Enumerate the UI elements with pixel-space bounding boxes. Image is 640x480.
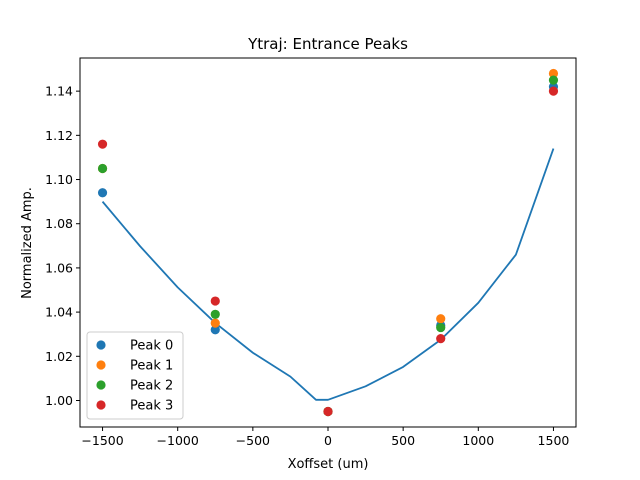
- y-tick-label: 1.08: [45, 216, 73, 231]
- axes: −1500 −1000 −500 0 500 1000 1500 1.00 1.02 1.04 1.…: [45, 57, 577, 448]
- x-tick-label: 1000: [462, 433, 494, 448]
- data-point-peak-3: [210, 296, 220, 306]
- legend: Peak 0 Peak 1 Peak 2 Peak 3: [86, 331, 184, 420]
- legend-label: Peak 2: [130, 379, 173, 394]
- legend-marker-peak-3: [96, 400, 106, 410]
- legend-box: [86, 331, 184, 420]
- y-tick-label: 1.06: [45, 260, 73, 275]
- y-tick-label: 1.14: [45, 84, 73, 99]
- y-axis-label: Normalized Amp.: [20, 187, 35, 299]
- legend-marker-peak-1: [96, 360, 106, 370]
- x-tick-label: 0: [324, 433, 332, 448]
- y-tick-label: 1.04: [45, 305, 73, 320]
- data-point-peak-2: [97, 163, 108, 174]
- data-point-peak-0: [97, 188, 108, 198]
- x-tick-label: −500: [236, 433, 270, 448]
- data-point-peak-1: [210, 318, 220, 328]
- legend-marker-peak-2: [96, 380, 106, 390]
- chart-title: Ytraj: Entrance Peaks: [247, 35, 408, 53]
- legend-label: Peak 0: [130, 339, 173, 354]
- legend-label: Peak 1: [130, 359, 173, 374]
- data-point-peak-2: [436, 322, 446, 333]
- x-tick-label: −1000: [157, 433, 199, 448]
- y-tick-label: 1.10: [45, 172, 73, 187]
- data-point-peak-2: [548, 75, 559, 85]
- data-point-peak-3: [97, 139, 108, 149]
- x-tick-label: 1500: [538, 433, 570, 448]
- y-tick-label: 1.00: [45, 393, 73, 408]
- data-points-layer: [97, 68, 559, 417]
- data-point-peak-1: [436, 314, 446, 324]
- data-point-peak-3: [323, 406, 333, 417]
- data-point-peak-0: [210, 325, 220, 335]
- x-tick-label: −1500: [81, 433, 123, 448]
- x-axis-label: Xoffset (um): [288, 457, 369, 472]
- data-point-peak-1: [548, 68, 559, 79]
- y-tick-label: 1.12: [45, 128, 73, 143]
- data-point-peak-3: [436, 334, 446, 344]
- data-point-peak-3: [548, 86, 559, 96]
- legend-marker-peak-0: [96, 340, 106, 350]
- y-tick-label: 1.02: [45, 349, 73, 364]
- fit-curve: [101, 148, 555, 401]
- legend-label: Peak 3: [130, 399, 173, 414]
- fit-curve-layer: [101, 148, 555, 401]
- x-tick-label: 500: [391, 433, 415, 448]
- data-point-peak-2: [210, 309, 220, 319]
